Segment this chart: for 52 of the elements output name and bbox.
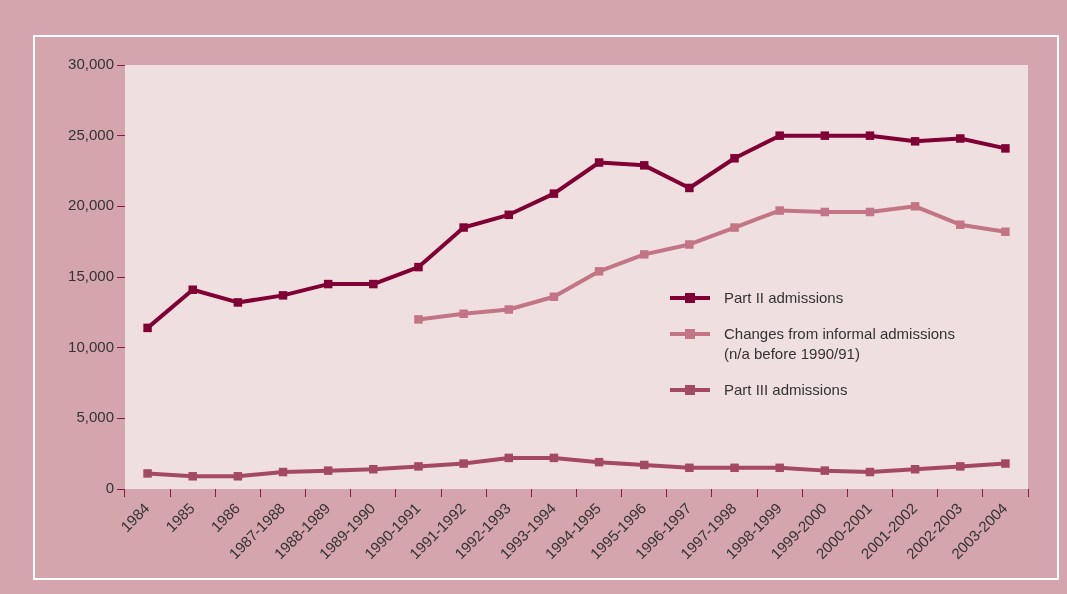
point (685, 463, 694, 473)
point (143, 323, 152, 333)
point (504, 305, 514, 314)
point (414, 315, 423, 324)
point (549, 189, 559, 198)
point (233, 298, 243, 307)
point (730, 463, 739, 473)
point (820, 466, 830, 475)
point (1001, 227, 1010, 237)
point (188, 472, 197, 481)
point (956, 220, 965, 229)
point (143, 469, 152, 478)
point (369, 464, 378, 474)
point (865, 131, 875, 140)
point (775, 131, 784, 140)
point (730, 223, 739, 232)
legend-label: Part II admissions (724, 288, 844, 308)
point (730, 154, 739, 163)
point (414, 462, 423, 471)
point (775, 463, 784, 473)
legend-label: Part III admissions (724, 380, 848, 400)
point (323, 466, 333, 475)
point (594, 158, 604, 167)
point (1001, 144, 1010, 153)
point (459, 309, 468, 318)
point (775, 206, 784, 215)
point (459, 223, 468, 232)
y-tick-label: 25,000 (68, 125, 114, 143)
point (459, 459, 468, 468)
y-tick-label: 0 (105, 479, 114, 497)
point (956, 134, 965, 143)
y-tick-label: 30,000 (68, 55, 114, 73)
point (639, 250, 649, 259)
point (1001, 459, 1010, 468)
point (414, 262, 423, 272)
legend-label: Changes from informal admissions (n/a before 1990/91) (724, 324, 956, 364)
point (278, 291, 288, 300)
y-tick-label: 5,000 (76, 408, 114, 426)
y-tick-label: 10,000 (68, 337, 114, 355)
point (956, 462, 965, 471)
point (910, 202, 920, 211)
y-tick-label: 20,000 (68, 196, 114, 214)
point (820, 131, 830, 140)
point (685, 183, 694, 193)
point (594, 267, 604, 276)
point (369, 279, 378, 289)
point (910, 137, 920, 146)
point (233, 472, 243, 481)
point (685, 240, 694, 249)
point (639, 161, 649, 170)
y-tick-label: 15,000 (68, 267, 114, 285)
point (188, 285, 197, 294)
